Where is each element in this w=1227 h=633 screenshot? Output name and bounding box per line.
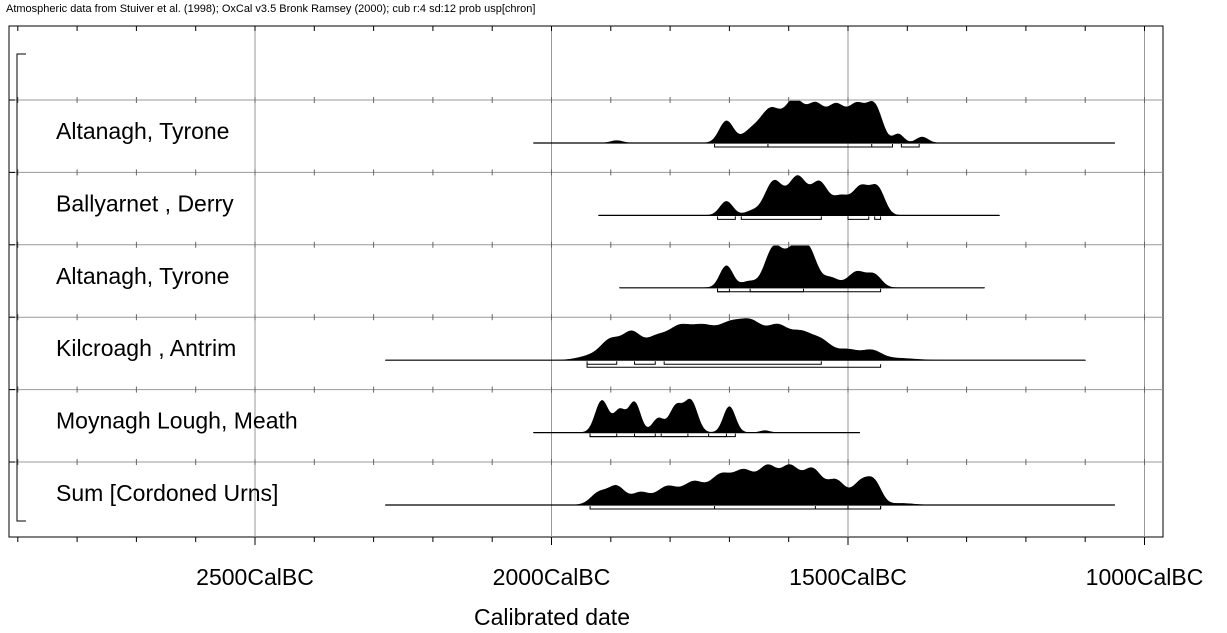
x-tick-labels: 2500CalBC 2000CalBC 1500CalBC 1000CalBC: [196, 564, 1203, 590]
range-bracket: [847, 216, 870, 220]
series-label: Altanagh, Tyrone: [56, 118, 229, 144]
range-bracket: [634, 361, 656, 365]
range-bracket: [589, 433, 736, 438]
range-bracket: [874, 216, 882, 220]
series-label: Moynagh Lough, Meath: [56, 408, 298, 434]
range-bracket: [663, 361, 822, 365]
series-row: Altanagh, Tyrone: [56, 100, 1115, 148]
series-label: Kilcroagh , Antrim: [56, 335, 236, 361]
range-bracket: [586, 364, 882, 368]
range-bracket: [847, 506, 882, 510]
sum-bracket: [16, 53, 26, 522]
x-tick-label: 2000CalBC: [493, 564, 611, 590]
series-label: Ballyarnet , Derry: [56, 190, 234, 216]
series-label: Altanagh, Tyrone: [56, 263, 229, 289]
series-layer: Altanagh, Tyrone Ballyarnet , Derry Altana…: [56, 100, 1115, 510]
series-row: Kilcroagh , Antrim: [56, 318, 1086, 368]
probability-distribution: [385, 464, 1115, 506]
x-axis-label: Calibrated date: [474, 604, 630, 630]
range-bracket: [740, 216, 822, 220]
range-bracket: [586, 361, 618, 365]
x-tick-label: 1500CalBC: [789, 564, 907, 590]
range-bracket: [717, 216, 736, 220]
x-tick-label: 1000CalBC: [1086, 564, 1204, 590]
range-bracket: [900, 144, 920, 148]
range-bracket: [767, 144, 873, 148]
series-row: Altanagh, Tyrone: [56, 245, 985, 293]
range-bracket: [714, 506, 816, 510]
series-row: Moynagh Lough, Meath: [56, 398, 860, 438]
x-tick-label: 2500CalBC: [196, 564, 314, 590]
chart-header-note: Atmospheric data from Stuiver et al. (19…: [6, 3, 536, 15]
series-row: Ballyarnet , Derry: [56, 175, 1000, 220]
series-label: Sum [Cordoned Urns]: [56, 480, 278, 506]
probability-distribution: [385, 318, 1086, 361]
axis-ticks: [9, 26, 1145, 545]
probability-distribution: [533, 398, 860, 433]
probability-distribution: [619, 245, 985, 289]
range-bracket: [717, 288, 882, 293]
probability-distribution: [598, 175, 1000, 216]
plot-frame: [8, 25, 1164, 538]
probability-distribution: [533, 100, 1115, 144]
series-row: Sum [Cordoned Urns]: [56, 464, 1115, 510]
